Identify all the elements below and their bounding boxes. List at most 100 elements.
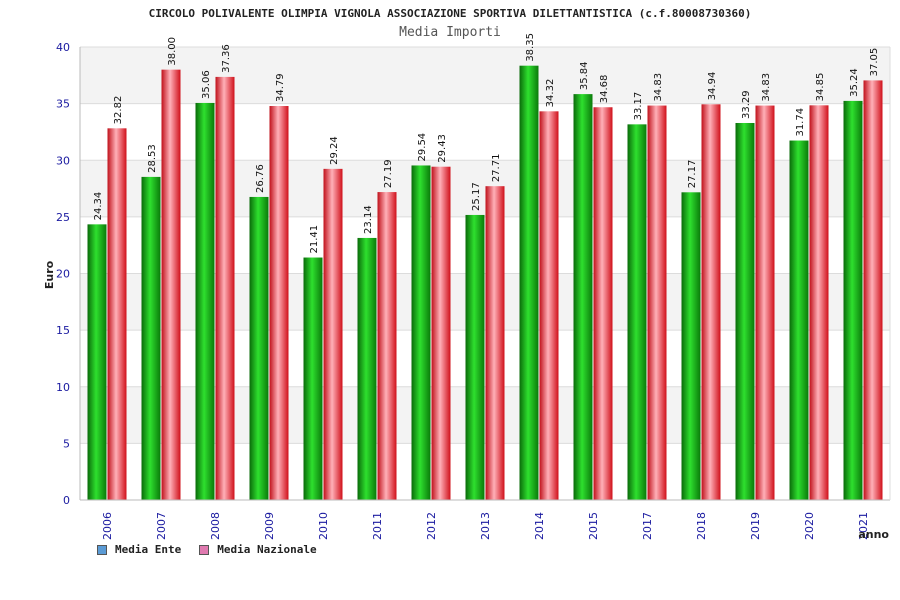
legend-item-ente: Media Ente: [97, 543, 181, 556]
x-tick-label: 2017: [641, 512, 654, 540]
bar-ente: [789, 140, 809, 500]
bar-ente: [411, 165, 431, 500]
data-label-nazionale: 37.05: [869, 48, 880, 77]
data-label-nazionale: 34.85: [815, 73, 826, 102]
legend-swatch-ente: [97, 544, 107, 555]
data-label-nazionale: 32.82: [113, 96, 124, 125]
legend: Media Ente Media Nazionale: [97, 543, 317, 556]
data-label-ente: 23.14: [363, 205, 374, 234]
x-axis-title: anno: [858, 528, 889, 541]
legend-label-nazionale: Media Nazionale: [217, 543, 317, 556]
y-tick-label: 15: [56, 324, 70, 337]
bar-nazionale: [269, 106, 289, 501]
plot-band: [80, 160, 890, 217]
x-tick-label: 2018: [695, 512, 708, 540]
data-label-ente: 21.41: [309, 225, 320, 254]
bar-nazionale: [701, 104, 721, 500]
y-tick-label: 30: [56, 154, 70, 167]
data-label-ente: 38.35: [525, 33, 536, 62]
bar-nazionale: [215, 76, 235, 500]
legend-item-nazionale: Media Nazionale: [199, 543, 317, 556]
data-label-nazionale: 38.00: [167, 37, 178, 66]
bar-ente: [681, 192, 701, 500]
y-tick-label: 20: [56, 268, 70, 281]
bar-ente: [249, 196, 269, 500]
x-tick-label: 2006: [101, 512, 114, 540]
x-tick-label: 2019: [749, 512, 762, 540]
x-tick-label: 2020: [803, 512, 816, 540]
plot-band: [80, 47, 890, 104]
data-label-nazionale: 27.71: [491, 154, 502, 183]
bar-nazionale: [485, 186, 505, 500]
bar-nazionale: [863, 80, 883, 500]
bar-nazionale: [539, 111, 559, 501]
data-label-nazionale: 34.32: [545, 79, 556, 108]
bar-nazionale: [431, 166, 451, 500]
legend-label-ente: Media Ente: [115, 543, 182, 556]
x-tick-label: 2009: [263, 512, 276, 540]
plot-band: [80, 386, 890, 444]
x-tick-label: 2008: [209, 512, 222, 540]
legend-swatch-nazionale: [199, 544, 210, 555]
y-tick-label: 5: [63, 437, 70, 450]
data-label-ente: 27.17: [687, 160, 698, 189]
x-tick-label: 2012: [425, 512, 438, 540]
data-label-nazionale: 37.36: [221, 44, 232, 73]
data-label-ente: 24.34: [93, 192, 104, 221]
bar-nazionale: [647, 105, 667, 501]
bar-ente: [87, 224, 107, 501]
data-label-ente: 29.54: [417, 133, 428, 162]
data-label-nazionale: 34.79: [275, 73, 286, 102]
y-axis-title: Euro: [43, 260, 56, 289]
bar-ente: [195, 102, 215, 501]
x-tick-label: 2011: [371, 512, 384, 540]
data-label-nazionale: 29.24: [329, 136, 340, 165]
data-label-nazionale: 34.94: [707, 72, 718, 101]
bar-ente: [357, 237, 377, 500]
plot-band: [80, 273, 890, 331]
y-tick-label: 40: [56, 41, 70, 54]
chart-title: CIRCOLO POLIVALENTE OLIMPIA VIGNOLA ASSO…: [148, 7, 752, 20]
data-label-nazionale: 27.19: [383, 159, 394, 188]
x-tick-label: 2014: [533, 512, 546, 540]
data-label-nazionale: 34.83: [761, 73, 772, 102]
data-label-nazionale: 29.43: [437, 134, 448, 163]
y-tick-label: 35: [56, 98, 70, 111]
bar-ente: [627, 124, 647, 501]
bar-nazionale: [377, 192, 397, 501]
bar-nazionale: [161, 69, 181, 501]
bar-nazionale: [755, 105, 775, 501]
x-tick-label: 2015: [587, 512, 600, 540]
bar-ente: [843, 100, 863, 501]
bar-ente: [303, 257, 323, 500]
bar-ente: [465, 214, 485, 500]
bar-ente: [735, 122, 755, 500]
x-tick-label: 2007: [155, 512, 168, 540]
bar-ente: [573, 94, 593, 500]
bar-nazionale: [107, 128, 127, 500]
bar-nazionale: [809, 105, 829, 500]
y-tick-label: 10: [56, 381, 70, 394]
data-label-ente: 31.74: [795, 108, 806, 137]
data-label-ente: 35.84: [579, 61, 590, 90]
x-tick-label: 2013: [479, 512, 492, 540]
data-label-ente: 35.24: [849, 68, 860, 97]
x-tick-label: 2010: [317, 512, 330, 540]
x-tick-label: 2021: [857, 512, 870, 540]
data-label-ente: 35.06: [201, 70, 212, 99]
data-label-ente: 33.29: [741, 90, 752, 119]
data-label-nazionale: 34.83: [653, 73, 664, 102]
y-tick-label: 25: [56, 211, 70, 224]
data-label-ente: 33.17: [633, 92, 644, 121]
data-label-nazionale: 34.68: [599, 75, 610, 104]
data-label-ente: 26.76: [255, 164, 266, 193]
y-tick-label: 0: [63, 494, 70, 507]
bar-nazionale: [323, 168, 343, 500]
chart-subtitle: Media Importi: [399, 25, 501, 40]
bar-ente: [519, 65, 539, 500]
bar-nazionale: [593, 107, 613, 501]
data-label-ente: 25.17: [471, 182, 482, 211]
bar-ente: [141, 176, 161, 500]
data-label-ente: 28.53: [147, 144, 158, 173]
